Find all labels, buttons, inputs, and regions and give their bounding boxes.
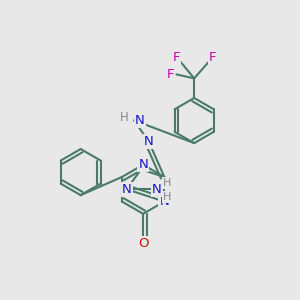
Text: O: O xyxy=(138,237,148,250)
Text: N: N xyxy=(135,114,145,127)
Text: H: H xyxy=(163,178,171,188)
Text: H: H xyxy=(120,111,129,124)
Text: F: F xyxy=(173,51,180,64)
Text: F: F xyxy=(167,68,174,81)
Text: N: N xyxy=(160,195,169,208)
Text: F: F xyxy=(209,51,217,64)
Text: N: N xyxy=(138,158,148,171)
Text: N: N xyxy=(122,183,131,196)
Text: H: H xyxy=(163,192,171,202)
Text: N: N xyxy=(144,135,154,148)
Text: N: N xyxy=(152,183,162,196)
